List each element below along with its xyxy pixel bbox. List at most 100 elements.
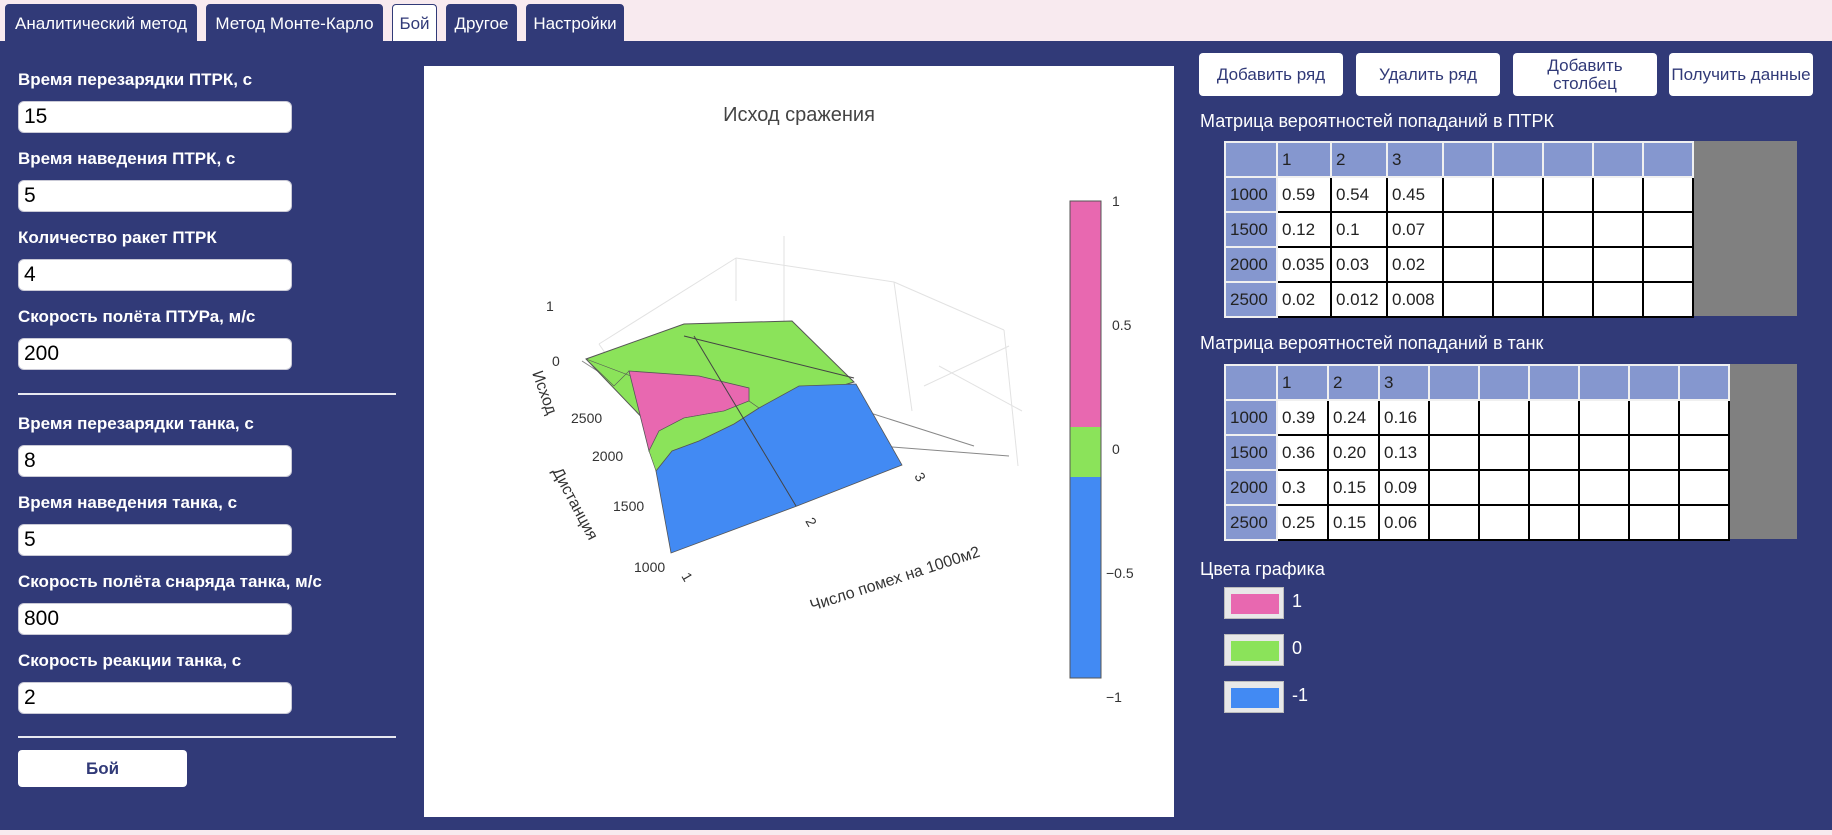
matrix-cell[interactable]: 0.06	[1378, 504, 1430, 541]
matrix-cell[interactable]	[1542, 281, 1594, 318]
matrix-cell[interactable]: 0.20	[1327, 434, 1380, 471]
matrix-cell[interactable]	[1578, 469, 1630, 506]
matrix-cell[interactable]: 0.24	[1327, 399, 1380, 436]
matrix-cell[interactable]: 0.008	[1386, 281, 1444, 318]
matrix-column-header[interactable]	[1592, 141, 1644, 178]
matrix-cell[interactable]	[1528, 434, 1580, 471]
matrix-cell[interactable]	[1592, 176, 1644, 213]
matrix-cell[interactable]: 0.012	[1330, 281, 1388, 318]
matrix-column-header[interactable]: 1	[1276, 364, 1329, 401]
matrix-cell[interactable]	[1442, 281, 1494, 318]
matrix-column-header[interactable]	[1442, 141, 1494, 178]
matrix-cell[interactable]	[1628, 399, 1680, 436]
color-picker[interactable]	[1224, 587, 1284, 619]
matrix-column-header[interactable]	[1678, 364, 1730, 401]
matrix-cell[interactable]	[1442, 246, 1494, 283]
matrix-cell[interactable]: 0.1	[1330, 211, 1388, 248]
tank-reaction-input[interactable]: 2	[18, 682, 292, 714]
matrix-column-header[interactable]: 1	[1276, 141, 1332, 178]
matrix-cell[interactable]: 0.39	[1276, 399, 1329, 436]
matrix-cell[interactable]	[1628, 434, 1680, 471]
matrix-column-header[interactable]: 2	[1327, 364, 1380, 401]
matrix-row-header[interactable]: 2500	[1224, 504, 1278, 541]
matrix-column-header[interactable]	[1642, 141, 1694, 178]
matrix-cell[interactable]: 0.54	[1330, 176, 1388, 213]
matrix-row-header[interactable]: 1500	[1224, 211, 1278, 248]
matrix-cell[interactable]: 0.45	[1386, 176, 1444, 213]
matrix-cell[interactable]	[1678, 504, 1730, 541]
matrix-cell[interactable]	[1528, 469, 1580, 506]
matrix-cell[interactable]	[1428, 399, 1480, 436]
matrix-row-header[interactable]: 2000	[1224, 246, 1278, 283]
matrix-column-header[interactable]	[1528, 364, 1580, 401]
matrix-cell[interactable]: 0.16	[1378, 399, 1430, 436]
matrix-cell[interactable]: 0.03	[1330, 246, 1388, 283]
matrix-cell[interactable]	[1492, 281, 1544, 318]
matrix-column-header[interactable]: 3	[1378, 364, 1430, 401]
tank-shell-speed-input[interactable]: 800	[18, 603, 292, 635]
matrix-cell[interactable]	[1542, 176, 1594, 213]
matrix-column-header[interactable]	[1578, 364, 1630, 401]
matrix-cell[interactable]	[1678, 434, 1730, 471]
matrix-cell[interactable]: 0.25	[1276, 504, 1329, 541]
matrix-cell[interactable]	[1592, 246, 1644, 283]
outcome-plot[interactable]: Исход сражения	[424, 66, 1174, 817]
tab-other[interactable]: Другое	[446, 4, 517, 41]
matrix-column-header[interactable]	[1542, 141, 1594, 178]
matrix-cell[interactable]	[1642, 176, 1694, 213]
matrix-column-header[interactable]	[1628, 364, 1680, 401]
matrix-cell[interactable]	[1428, 504, 1480, 541]
matrix-cell[interactable]: 0.07	[1386, 211, 1444, 248]
matrix-cell[interactable]: 0.02	[1276, 281, 1332, 318]
matrix-cell[interactable]	[1428, 469, 1480, 506]
atgm-missiles-input[interactable]: 4	[18, 259, 292, 291]
matrix-cell[interactable]	[1492, 176, 1544, 213]
matrix-cell[interactable]	[1592, 211, 1644, 248]
tank-reload-input[interactable]: 8	[18, 445, 292, 477]
tab-monte-carlo[interactable]: Метод Монте-Карло	[206, 4, 383, 41]
matrix-column-header[interactable]	[1428, 364, 1480, 401]
matrix-cell[interactable]	[1428, 434, 1480, 471]
matrix-cell[interactable]: 0.3	[1276, 469, 1329, 506]
fight-button[interactable]: Бой	[18, 750, 187, 787]
matrix-cell[interactable]	[1492, 246, 1544, 283]
matrix-cell[interactable]: 0.15	[1327, 504, 1380, 541]
color-picker[interactable]	[1224, 634, 1284, 666]
atgm-reload-input[interactable]: 15	[18, 101, 292, 133]
matrix-cell[interactable]	[1628, 504, 1680, 541]
matrix-cell[interactable]	[1578, 504, 1630, 541]
tab-fight[interactable]: Бой	[392, 4, 437, 41]
matrix-column-header[interactable]	[1478, 364, 1530, 401]
matrix-cell[interactable]	[1528, 399, 1580, 436]
matrix-row-header[interactable]: 2500	[1224, 281, 1278, 318]
matrix-cell[interactable]	[1478, 469, 1530, 506]
matrix-column-header[interactable]	[1492, 141, 1544, 178]
matrix-cell[interactable]	[1628, 469, 1680, 506]
matrix-row-header[interactable]: 2000	[1224, 469, 1278, 506]
matrix-cell[interactable]: 0.15	[1327, 469, 1380, 506]
atgm-speed-input[interactable]: 200	[18, 338, 292, 370]
matrix-cell[interactable]	[1478, 399, 1530, 436]
matrix-column-header[interactable]: 3	[1386, 141, 1444, 178]
matrix-cell[interactable]	[1592, 281, 1644, 318]
matrix-cell[interactable]: 0.13	[1378, 434, 1430, 471]
matrix-cell[interactable]	[1642, 211, 1694, 248]
add-column-button[interactable]: Добавить столбец	[1513, 53, 1657, 96]
tab-analytical-method[interactable]: Аналитический метод	[5, 4, 197, 41]
matrix-cell[interactable]	[1578, 434, 1630, 471]
matrix-cell[interactable]	[1578, 399, 1630, 436]
matrix-row-header[interactable]: 1000	[1224, 399, 1278, 436]
matrix-cell[interactable]: 0.09	[1378, 469, 1430, 506]
delete-row-button[interactable]: Удалить ряд	[1356, 53, 1500, 96]
matrix-row-header[interactable]: 1000	[1224, 176, 1278, 213]
matrix-cell[interactable]	[1542, 246, 1594, 283]
matrix-cell[interactable]	[1542, 211, 1594, 248]
matrix-cell[interactable]	[1478, 434, 1530, 471]
matrix-cell[interactable]: 0.59	[1276, 176, 1332, 213]
add-row-button[interactable]: Добавить ряд	[1199, 53, 1343, 96]
atgm-aim-input[interactable]: 5	[18, 180, 292, 212]
matrix-cell[interactable]	[1442, 211, 1494, 248]
get-data-button[interactable]: Получить данные	[1669, 53, 1813, 96]
color-picker[interactable]	[1224, 681, 1284, 713]
matrix-cell[interactable]	[1478, 504, 1530, 541]
